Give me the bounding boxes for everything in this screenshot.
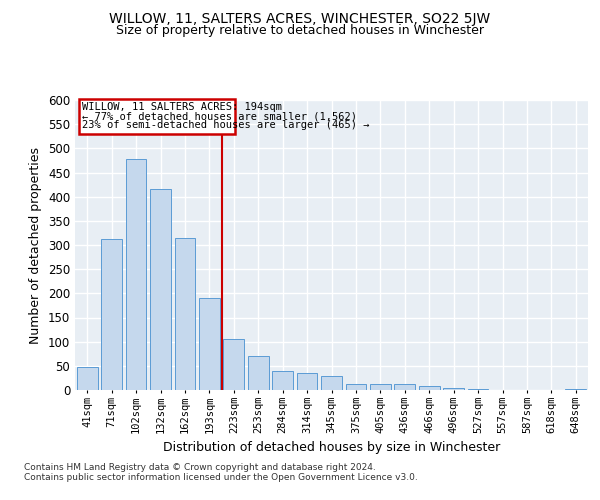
Text: ← 77% of detached houses are smaller (1,562): ← 77% of detached houses are smaller (1,… [82, 111, 358, 121]
Bar [77, 367, 98, 390]
Bar [565, 388, 586, 390]
Text: WILLOW, 11, SALTERS ACRES, WINCHESTER, SO22 5JW: WILLOW, 11, SALTERS ACRES, WINCHESTER, S… [109, 12, 491, 26]
Bar [125, 159, 146, 390]
Bar [296, 373, 317, 390]
Text: WILLOW, 11 SALTERS ACRES: 194sqm: WILLOW, 11 SALTERS ACRES: 194sqm [82, 102, 283, 113]
Text: 23% of semi-detached houses are larger (465) →: 23% of semi-detached houses are larger (… [82, 120, 370, 130]
Text: Contains HM Land Registry data © Crown copyright and database right 2024.: Contains HM Land Registry data © Crown c… [24, 462, 376, 471]
X-axis label: Distribution of detached houses by size in Winchester: Distribution of detached houses by size … [163, 442, 500, 454]
Bar [223, 339, 244, 390]
Bar [79, 98, 235, 134]
Bar [394, 384, 415, 390]
Bar [175, 238, 196, 390]
Bar [443, 388, 464, 390]
Bar [101, 239, 122, 390]
Bar [321, 376, 342, 390]
Text: Size of property relative to detached houses in Winchester: Size of property relative to detached ho… [116, 24, 484, 37]
Bar [419, 386, 440, 390]
Bar [370, 384, 391, 390]
Bar [199, 298, 220, 390]
Bar [272, 370, 293, 390]
Bar [150, 190, 171, 390]
Bar [248, 356, 269, 390]
Y-axis label: Number of detached properties: Number of detached properties [29, 146, 43, 344]
Text: Contains public sector information licensed under the Open Government Licence v3: Contains public sector information licen… [24, 472, 418, 482]
Bar [346, 384, 367, 390]
Bar [467, 388, 488, 390]
